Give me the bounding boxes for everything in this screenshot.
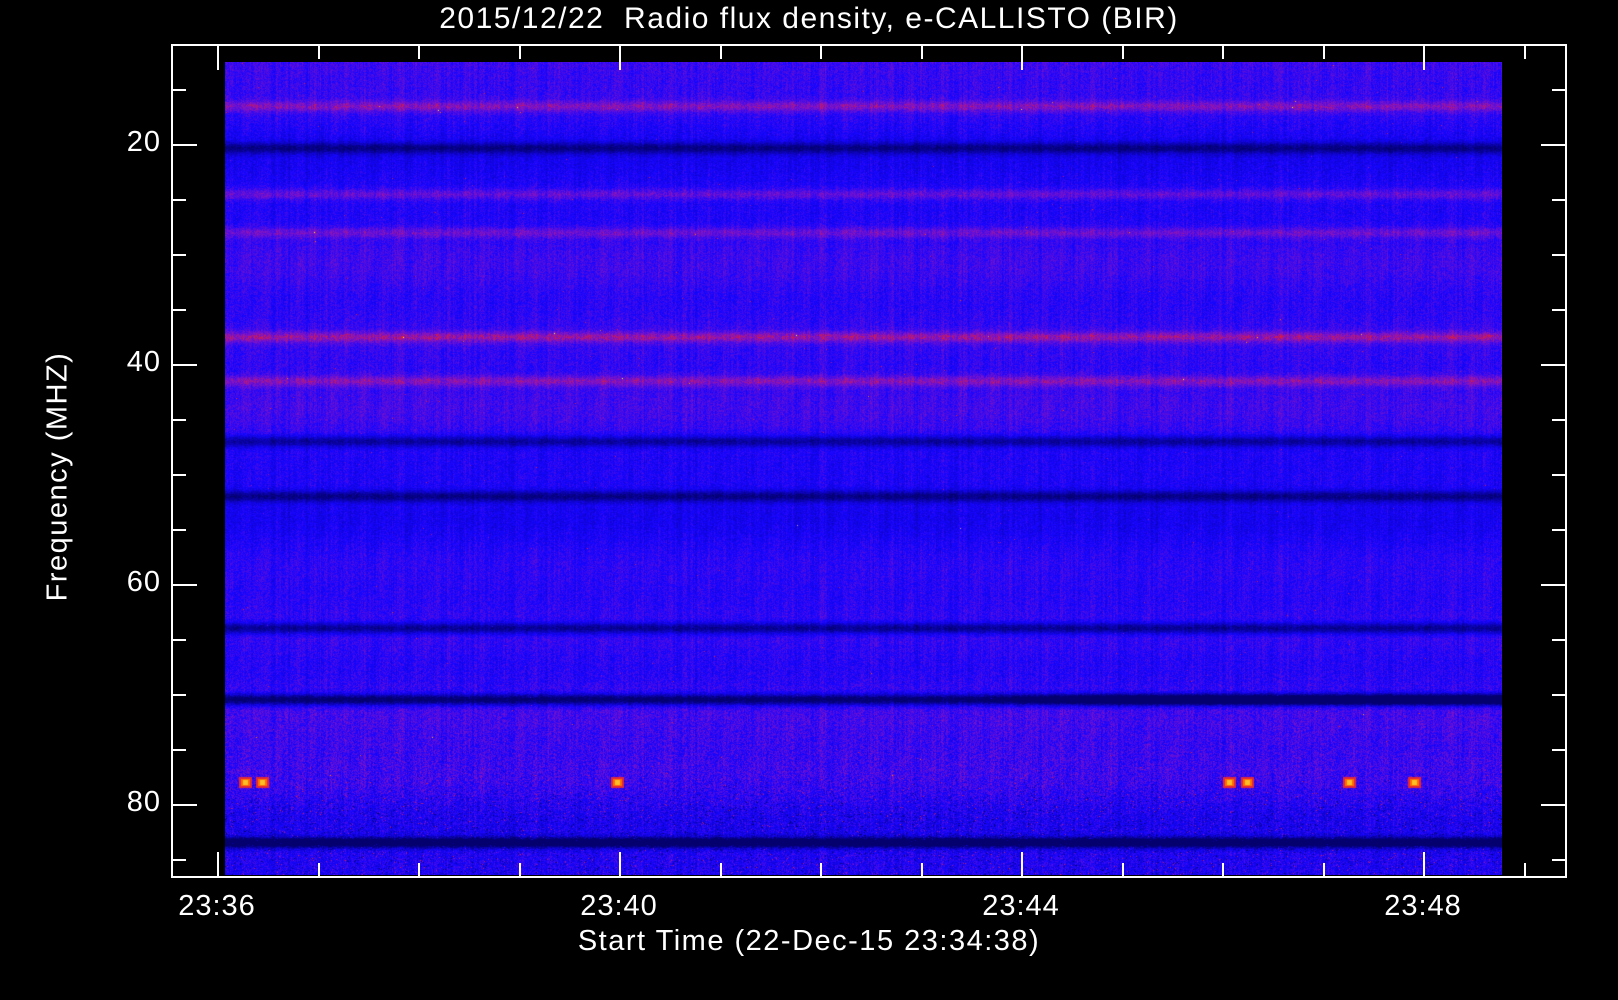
- y-tick-minor-right: [1552, 309, 1567, 311]
- y-tick-major: [171, 144, 197, 146]
- x-tick-minor: [1122, 863, 1124, 878]
- y-tick-minor: [171, 694, 186, 696]
- x-tick-major-top: [1423, 44, 1425, 70]
- y-tick-minor: [171, 254, 186, 256]
- y-tick-minor-right: [1552, 639, 1567, 641]
- x-tick-label: 23:36: [178, 890, 256, 922]
- y-tick-major: [171, 364, 197, 366]
- y-tick-major: [171, 804, 197, 806]
- axis-frame: [171, 44, 1567, 878]
- y-tick-minor-right: [1552, 529, 1567, 531]
- x-tick-minor-top: [1524, 44, 1526, 59]
- y-tick-minor: [171, 529, 186, 531]
- x-tick-minor-top: [1323, 44, 1325, 59]
- x-tick-minor: [1222, 863, 1224, 878]
- x-tick-major-top: [1021, 44, 1023, 70]
- x-tick-minor-top: [418, 44, 420, 59]
- y-tick-minor-right: [1552, 474, 1567, 476]
- x-tick-minor-top: [820, 44, 822, 59]
- y-tick-major-right: [1541, 144, 1567, 146]
- x-tick-major: [217, 852, 219, 878]
- x-tick-minor-top: [519, 44, 521, 59]
- x-tick-minor: [1524, 863, 1526, 878]
- x-tick-minor-top: [921, 44, 923, 59]
- y-tick-minor: [171, 89, 186, 91]
- spectrogram-image: [225, 62, 1502, 875]
- y-tick-minor-right: [1552, 419, 1567, 421]
- x-tick-label: 23:40: [580, 890, 658, 922]
- y-tick-minor: [171, 199, 186, 201]
- x-tick-major: [1423, 852, 1425, 878]
- x-tick-minor-top: [1222, 44, 1224, 59]
- y-tick-minor-right: [1552, 859, 1567, 861]
- x-tick-label: 23:48: [1384, 890, 1462, 922]
- x-axis-title: Start Time (22-Dec-15 23:34:38): [577, 925, 1041, 957]
- y-tick-minor: [171, 474, 186, 476]
- x-tick-minor: [318, 863, 320, 878]
- x-tick-major: [1021, 852, 1023, 878]
- y-tick-minor: [171, 859, 186, 861]
- y-tick-major: [171, 584, 197, 586]
- y-tick-minor: [171, 749, 186, 751]
- page-title: 2015/12/22 Radio flux density, e-CALLIST…: [439, 2, 1179, 35]
- y-tick-minor-right: [1552, 694, 1567, 696]
- y-tick-major-right: [1541, 584, 1567, 586]
- y-tick-minor: [171, 419, 186, 421]
- y-tick-minor: [171, 309, 186, 311]
- y-tick-major-right: [1541, 364, 1567, 366]
- y-axis-title: Frequency (MHZ): [41, 351, 74, 602]
- x-tick-major: [619, 852, 621, 878]
- y-tick-minor-right: [1552, 749, 1567, 751]
- x-tick-minor: [418, 863, 420, 878]
- y-tick-minor-right: [1552, 89, 1567, 91]
- spectrogram-canvas: [225, 62, 1502, 875]
- y-tick-label: 80: [126, 786, 161, 818]
- x-tick-minor-top: [318, 44, 320, 59]
- x-tick-minor-top: [720, 44, 722, 59]
- x-tick-major-top: [217, 44, 219, 70]
- y-tick-label: 20: [126, 126, 161, 158]
- x-tick-minor: [820, 863, 822, 878]
- x-tick-minor: [720, 863, 722, 878]
- x-tick-minor: [1323, 863, 1325, 878]
- x-tick-minor: [921, 863, 923, 878]
- x-tick-major-top: [619, 44, 621, 70]
- x-tick-minor: [519, 863, 521, 878]
- x-tick-label: 23:44: [982, 890, 1060, 922]
- y-tick-major-right: [1541, 804, 1567, 806]
- y-tick-label: 40: [126, 346, 161, 378]
- y-tick-minor-right: [1552, 199, 1567, 201]
- y-tick-minor: [171, 639, 186, 641]
- y-tick-label: 60: [126, 566, 161, 598]
- x-tick-minor-top: [1122, 44, 1124, 59]
- y-tick-minor-right: [1552, 254, 1567, 256]
